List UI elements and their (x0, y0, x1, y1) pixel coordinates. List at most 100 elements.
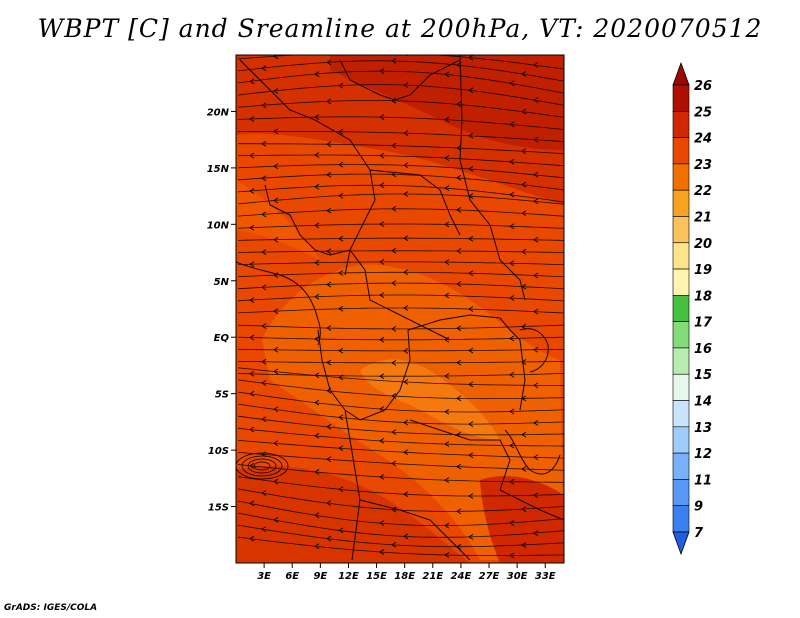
streamline-arrow (533, 530, 539, 537)
streamline (237, 336, 564, 341)
streamline-arrow (249, 462, 255, 469)
streamline (237, 193, 564, 205)
streamline-arrow (468, 381, 474, 388)
colorbar-segment (672, 426, 690, 454)
streamline-arrow (314, 469, 320, 475)
lon-tick-label: 15E (366, 571, 387, 582)
streamline-arrow (456, 248, 462, 254)
streamline (237, 373, 564, 377)
streamline-arrow (468, 55, 474, 61)
streamline-arrow (314, 432, 320, 439)
colorbar-label: 25 (694, 105, 712, 120)
streamline-arrow (533, 97, 539, 103)
streamline-arrow (261, 358, 267, 365)
streamline-arrow (249, 500, 255, 507)
streamline-arrow (533, 272, 539, 279)
streamline-arrow (249, 152, 255, 159)
streamline-arrow (261, 526, 267, 532)
streamline-arrow (403, 82, 409, 88)
wbpt-band-24-s (236, 466, 470, 563)
streamline-arrow (338, 192, 344, 199)
streamline-arrow (403, 191, 409, 197)
colorbar-label: 12 (694, 447, 712, 462)
streamline-arrow (249, 535, 255, 542)
colorbar-segment (672, 452, 690, 480)
streamline-arrow (314, 71, 320, 77)
colorbar-segment (672, 137, 690, 165)
lat-tick-label: EQ (214, 333, 230, 344)
streamline-arrow (403, 449, 409, 456)
streamline (237, 100, 564, 118)
streamline (237, 524, 564, 548)
streamline-arrow (521, 108, 527, 115)
colorbar-label: 24 (694, 132, 712, 147)
streamline-arrow (521, 248, 527, 255)
streamline (237, 324, 564, 330)
streamline-arrow (314, 543, 320, 550)
streamline-arrow (456, 281, 462, 287)
colorbar: 26 25 24 23 22 21 20 19 18 17 16 15 14 13 12 11 9 7 (672, 61, 713, 556)
colorbar-segment (672, 347, 690, 375)
streamline (237, 250, 564, 253)
streamline-arrow (379, 437, 385, 444)
streamline-arrow (273, 55, 279, 60)
streamline-arrow (326, 325, 332, 331)
streamline-arrow (338, 161, 344, 168)
streamline (237, 536, 564, 556)
streamline-arrow (261, 380, 267, 386)
colorbar-label: 9 (694, 500, 703, 515)
streamline-arrow (533, 346, 539, 353)
streamline-arrow (521, 359, 527, 365)
streamline-arrow (403, 162, 409, 169)
streamline-arrow (338, 347, 344, 354)
streamline-arrow (403, 533, 409, 540)
streamline-arrow (403, 130, 409, 136)
streamline-arrow (468, 87, 474, 94)
streamline-arrow (444, 259, 450, 265)
streamline-arrow (273, 88, 279, 94)
streamline (237, 361, 564, 364)
streamline-arrow (521, 323, 527, 330)
colorbar-segment (672, 505, 690, 533)
lon-tick-label: 33E (535, 571, 556, 582)
streamline-arrow (509, 408, 515, 415)
streamline-arrow (456, 463, 462, 470)
streamline-arrow (533, 136, 539, 143)
streamline-arrow (379, 373, 385, 380)
streamline-arrow (249, 224, 255, 231)
streamline-arrow (273, 406, 279, 413)
streamline-arrow (533, 382, 539, 389)
streamline-arrow (326, 456, 332, 463)
streamline-arrow (273, 163, 279, 170)
streamline-arrow (249, 426, 255, 433)
streamline-arrow (249, 78, 255, 85)
streamline-arrow (273, 308, 279, 315)
lon-tick-label: 30E (507, 571, 528, 582)
streamline-arrow (444, 185, 450, 191)
streamline-arrow (456, 101, 462, 108)
streamline-arrow (391, 280, 397, 286)
streamline-arrow (326, 98, 332, 105)
lat-tick-label: 15N (207, 164, 230, 175)
streamline-arrow (326, 535, 332, 542)
streamline-arrow (249, 390, 255, 397)
streamline-arrow (379, 68, 385, 74)
streamline-arrow (521, 181, 527, 188)
map-area[interactable] (236, 51, 566, 563)
streamline-arrow (509, 158, 515, 165)
streamline-arrow (403, 305, 409, 311)
lon-tick-label: 9E (313, 571, 327, 582)
streamline-arrow (468, 452, 474, 459)
lat-tick-label: 5S (215, 390, 229, 401)
streamline-arrow (509, 260, 515, 267)
colorbar-label: 18 (694, 289, 712, 304)
streamline-arrow (273, 128, 279, 135)
colorbar-segment (672, 216, 690, 244)
colorbar-label: 14 (694, 395, 712, 410)
streamline-arrow (273, 346, 279, 353)
lon-tick-label: 27E (479, 571, 500, 582)
colorbar-label: 7 (694, 526, 704, 541)
streamline-arrow (521, 148, 527, 155)
streamline-arrow (261, 416, 267, 423)
colorbar-segment (672, 163, 690, 191)
